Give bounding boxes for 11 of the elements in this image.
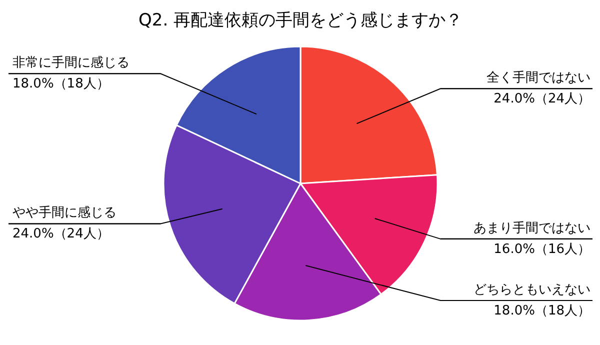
- slice-label: やや手間に感じる: [12, 206, 116, 221]
- slice-label: 全く手間ではない: [486, 70, 590, 86]
- data-label: 18.0%（18人）: [12, 76, 110, 92]
- data-label: 24.0%（24人）: [494, 92, 591, 107]
- slice-label: あまり手間ではない: [474, 220, 590, 236]
- data-label: 18.0%（18人）: [494, 304, 591, 318]
- data-label: 24.0%（24人）: [12, 226, 110, 242]
- data-label: 16.0%（16人）: [494, 242, 591, 257]
- chart-title: Q2. 再配達依頼の手間をどう感じますか？: [138, 10, 463, 30]
- slice-label: どちらともいえない: [474, 282, 590, 298]
- slice-label: 非常に手間に感じる: [12, 56, 130, 71]
